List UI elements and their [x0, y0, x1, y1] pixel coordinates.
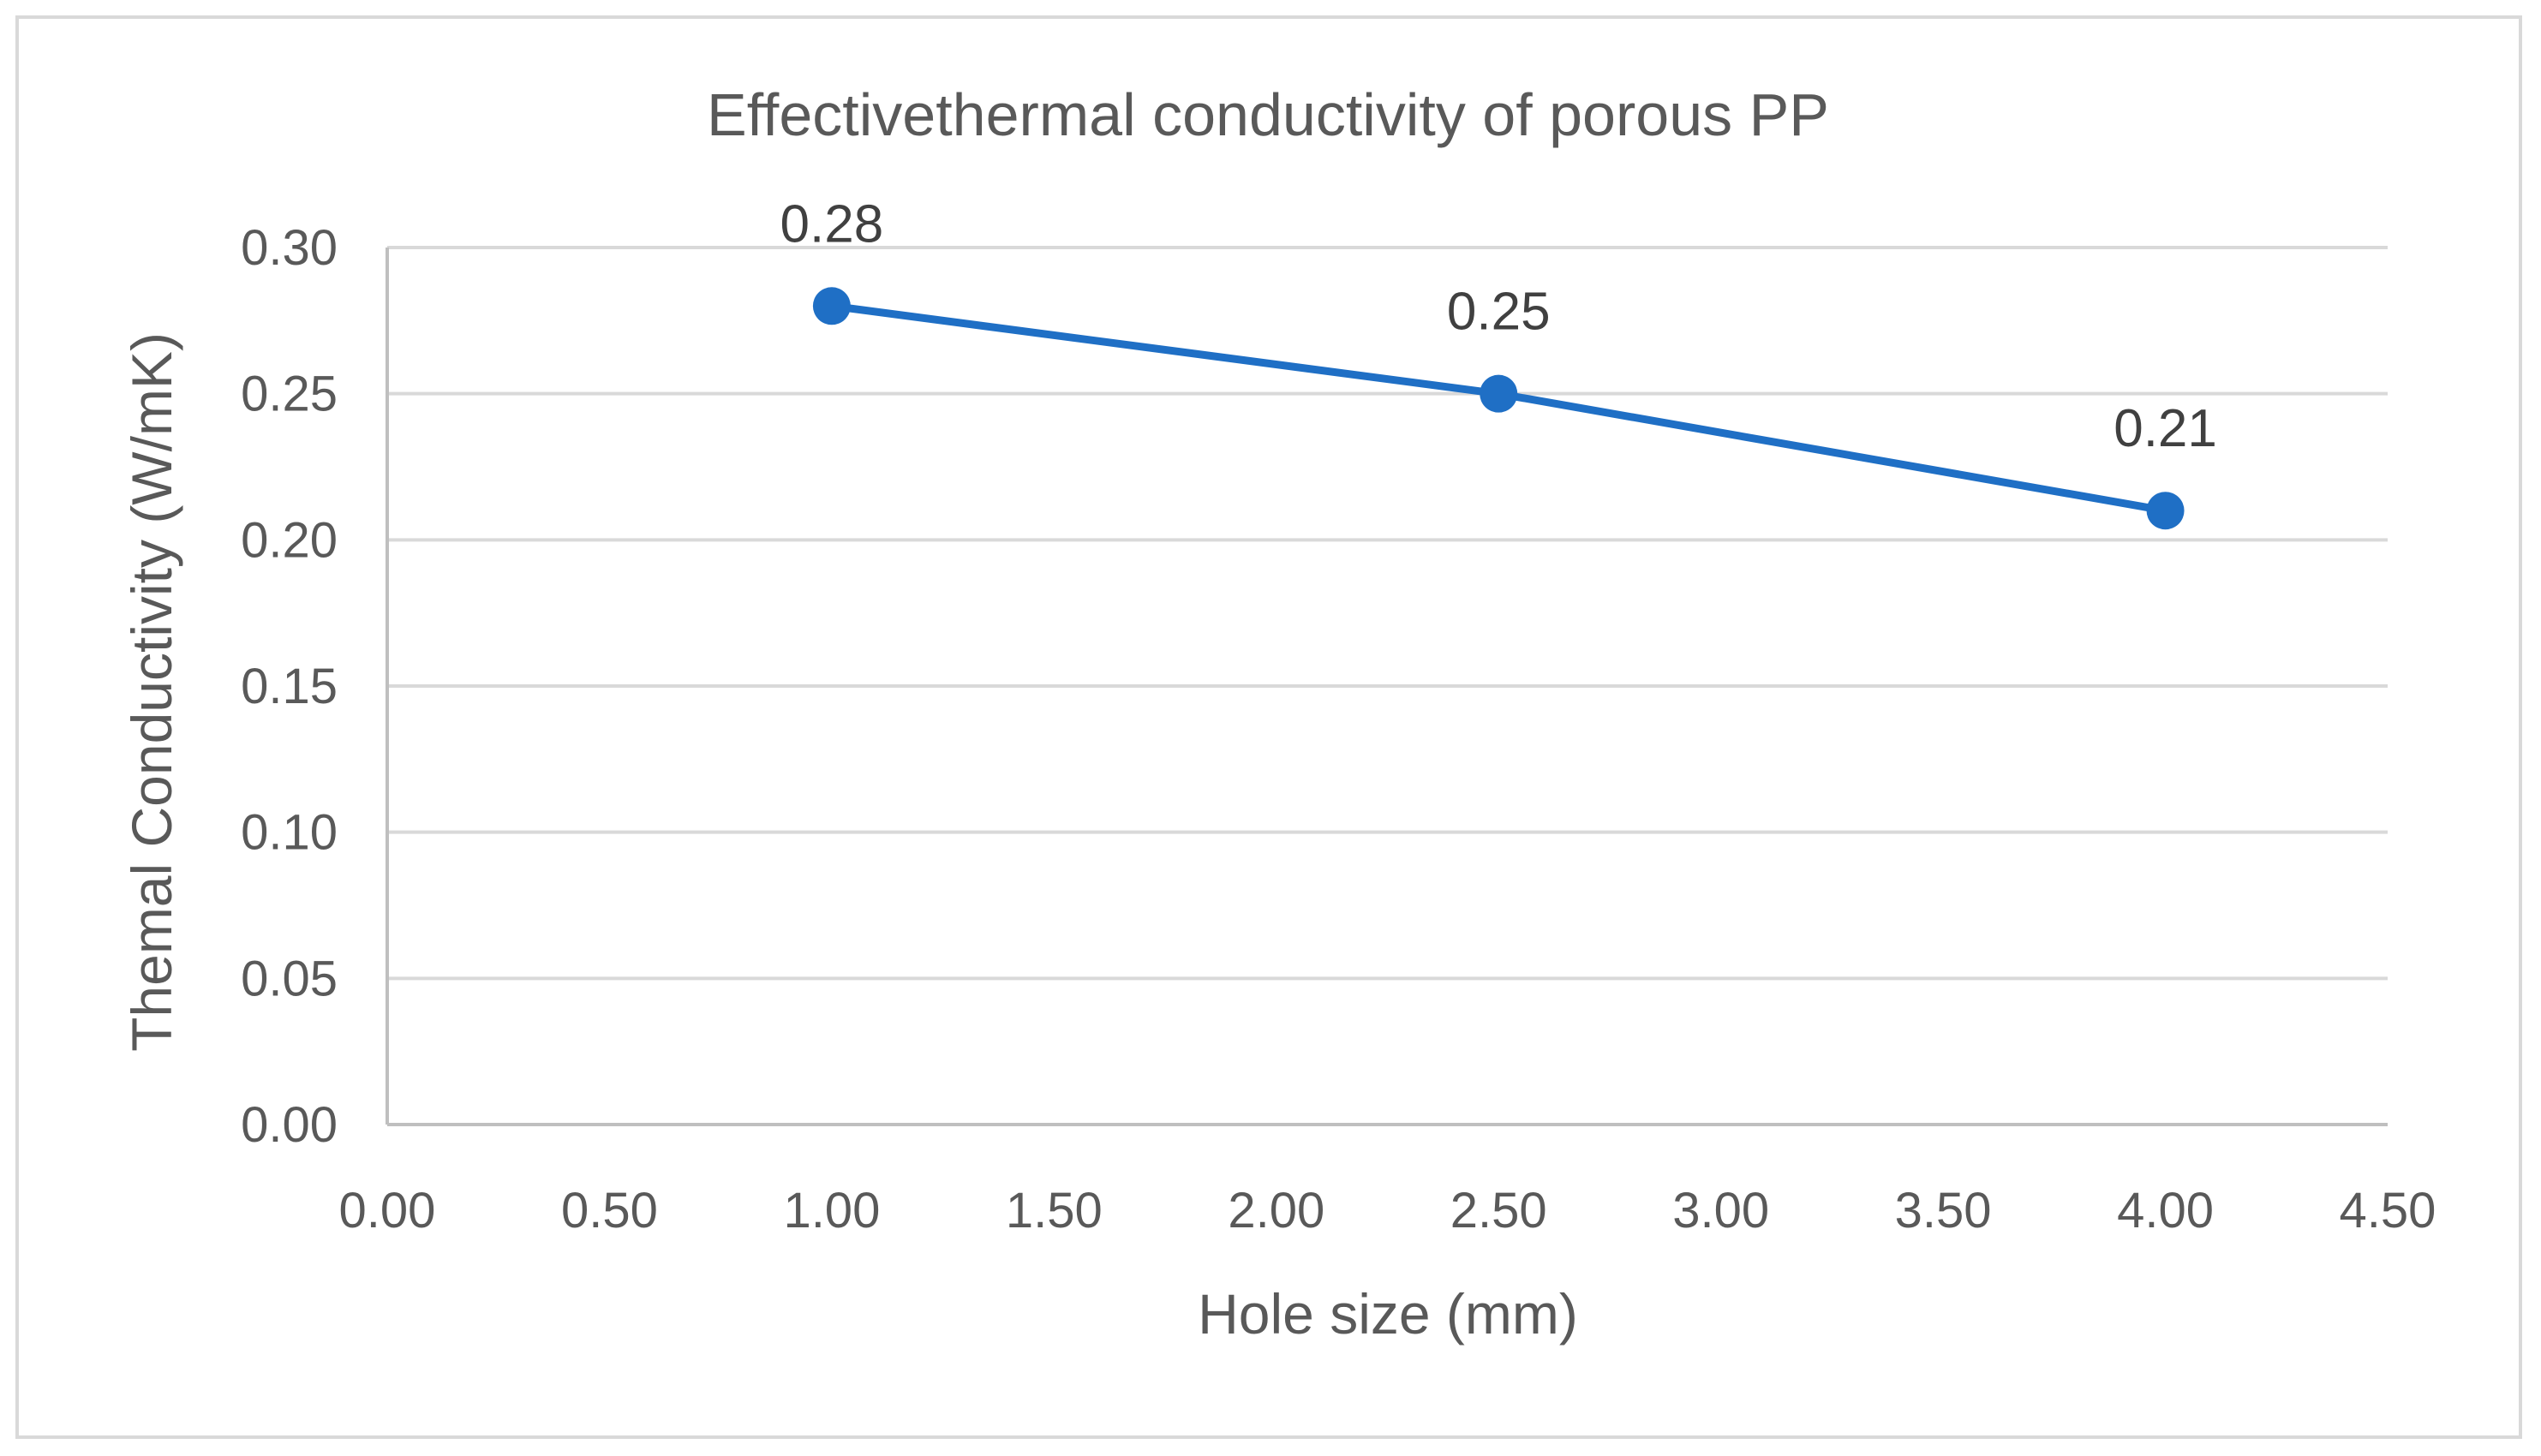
y-tick-label: 0.10 — [241, 805, 338, 861]
x-tick-label: 2.00 — [1228, 1183, 1324, 1238]
x-tick-label: 4.50 — [2340, 1183, 2436, 1238]
y-tick-label: 0.25 — [241, 367, 338, 422]
x-tick-label: 0.00 — [339, 1183, 436, 1238]
axes — [386, 248, 2388, 1126]
chart-title: Effectivethermal conductivity of porous … — [707, 81, 1829, 148]
y-tick-label: 0.15 — [241, 659, 338, 714]
data-label-2: 0.21 — [2114, 399, 2217, 458]
x-tick-label: 0.50 — [561, 1183, 658, 1238]
data-label-0: 0.28 — [780, 194, 884, 254]
data-labels: 0.28 0.25 0.21 — [780, 194, 2217, 458]
data-points — [812, 287, 2185, 530]
x-tick-label: 2.50 — [1450, 1183, 1547, 1238]
x-tick-labels: 0.00 0.50 1.00 1.50 2.00 2.50 3.00 3.50 4.00 4.50 — [339, 1183, 2436, 1238]
data-point-0 — [812, 287, 851, 325]
x-tick-label: 1.00 — [783, 1183, 880, 1238]
grid-lines — [387, 246, 2388, 981]
y-tick-label: 0.00 — [241, 1097, 338, 1153]
data-label-1: 0.25 — [1447, 283, 1551, 342]
data-point-2 — [2146, 492, 2185, 530]
y-axis-title: Themal Conductivity (W/mK) — [120, 332, 183, 1052]
data-point-1 — [1480, 374, 1518, 413]
x-tick-label: 3.50 — [1895, 1183, 1992, 1238]
y-tick-labels: 0.00 0.05 0.10 0.15 0.20 0.25 0.30 — [241, 220, 338, 1153]
y-tick-label: 0.05 — [241, 951, 338, 1006]
y-tick-label: 0.30 — [241, 220, 338, 276]
x-axis-title: Hole size (mm) — [1198, 1282, 1578, 1346]
x-tick-label: 1.50 — [1006, 1183, 1103, 1238]
x-tick-label: 3.00 — [1672, 1183, 1769, 1238]
chart-frame — [15, 15, 2522, 1439]
x-tick-label: 4.00 — [2117, 1183, 2214, 1238]
y-tick-label: 0.20 — [241, 512, 338, 568]
